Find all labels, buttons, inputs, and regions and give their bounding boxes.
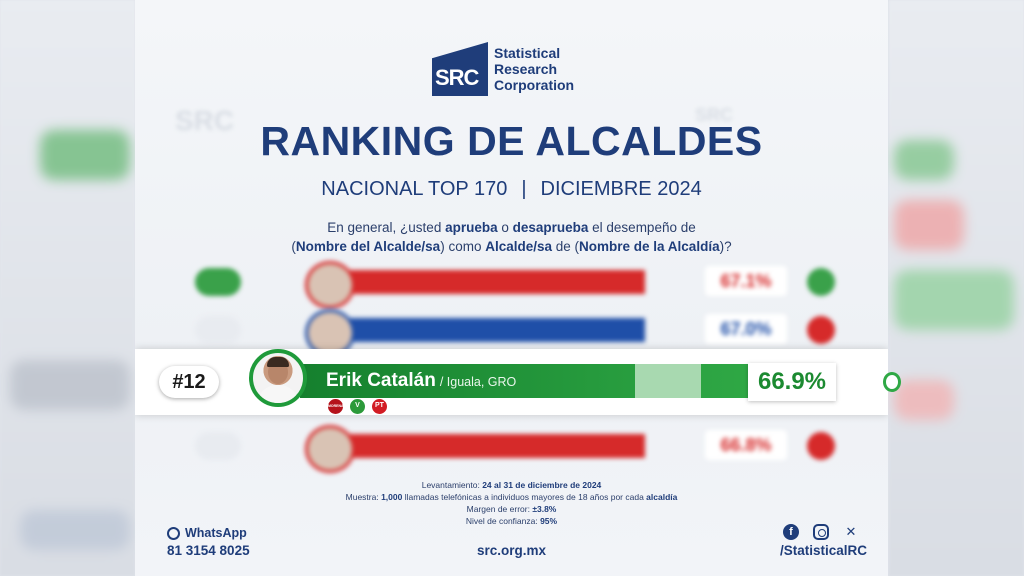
blurred-shape xyxy=(894,270,1014,330)
blurred-avatar xyxy=(305,261,355,309)
survey-question: En general, ¿usted aprueba o desaprueba … xyxy=(291,220,732,254)
blurred-percent: 66.8% xyxy=(705,430,787,460)
party-logo-verde: V xyxy=(349,398,366,415)
blurred-shape xyxy=(894,380,954,420)
blurred-party-dot xyxy=(807,316,835,344)
src-logo-text: Statistical Research Corporation xyxy=(494,45,575,93)
watermark-logo: SRC xyxy=(175,105,235,136)
facebook-icon[interactable]: f xyxy=(783,524,799,540)
social-links: f ✕ /StatisticalRC xyxy=(757,524,867,558)
blurred-rank-badge xyxy=(195,268,241,296)
blurred-shape xyxy=(894,140,954,180)
whatsapp-icon xyxy=(167,526,180,540)
blurred-rank-badge xyxy=(195,316,241,344)
website-link[interactable]: src.org.mx xyxy=(476,543,547,558)
blurred-rank-badge xyxy=(195,432,241,460)
approval-bar-remainder xyxy=(635,364,701,398)
instagram-icon[interactable] xyxy=(813,524,829,540)
party-logo-morena: MORENA xyxy=(327,398,344,415)
mayor-name: Erik Catalán / Iguala, GRO xyxy=(326,370,517,391)
blurred-shape xyxy=(40,130,130,180)
page-title: RANKING DE ALCALDES xyxy=(260,118,763,164)
party-indicator-dot xyxy=(883,372,901,392)
social-handle[interactable]: /StatisticalRC xyxy=(779,543,867,558)
blurred-shape xyxy=(20,510,130,550)
right-blurred-panel xyxy=(889,0,1024,576)
left-blurred-panel xyxy=(0,0,135,576)
blurred-shape xyxy=(10,360,130,410)
mayor-location: / Iguala, GRO xyxy=(439,375,517,389)
whatsapp-contact: WhatsApp 81 3154 8025 xyxy=(167,526,250,558)
watermark-logo: SRC xyxy=(695,105,734,125)
approval-bar xyxy=(300,364,750,398)
blurred-avatar xyxy=(305,425,355,473)
page-subtitle: NACIONAL TOP 170 | DICIEMBRE 2024 xyxy=(321,178,702,200)
ranking-card: SRC SRC SRC Statistical Research Corpora… xyxy=(135,0,888,576)
party-logo-pt: PT xyxy=(371,398,388,415)
rank-badge: #12 xyxy=(159,366,219,398)
src-logo-mark: SRC xyxy=(432,42,488,96)
blurred-shape xyxy=(894,200,964,250)
mayor-avatar xyxy=(249,349,307,407)
blurred-bar xyxy=(345,270,645,294)
blurred-ranking-row: 67.0% xyxy=(175,308,888,357)
blurred-party-dot xyxy=(807,432,835,460)
blurred-ranking-row: 67.1% xyxy=(175,260,888,309)
whatsapp-number: 81 3154 8025 xyxy=(167,543,250,558)
approval-percent: 66.9% xyxy=(748,363,836,401)
blurred-bar xyxy=(345,318,645,342)
highlighted-ranking-row: #12 Erik Catalán / Iguala, GRO MORENA V P… xyxy=(135,349,888,415)
methodology-note: Levantamiento: 24 al 31 de diciembre de … xyxy=(345,480,678,526)
blurred-percent: 67.1% xyxy=(705,266,787,296)
x-icon[interactable]: ✕ xyxy=(845,524,857,539)
src-logo: SRC Statistical Research Corporation xyxy=(432,42,574,96)
blurred-ranking-row: 66.8% xyxy=(175,424,888,473)
blurred-party-dot xyxy=(807,268,835,296)
blurred-bar xyxy=(345,434,645,458)
blurred-percent: 67.0% xyxy=(705,314,787,344)
